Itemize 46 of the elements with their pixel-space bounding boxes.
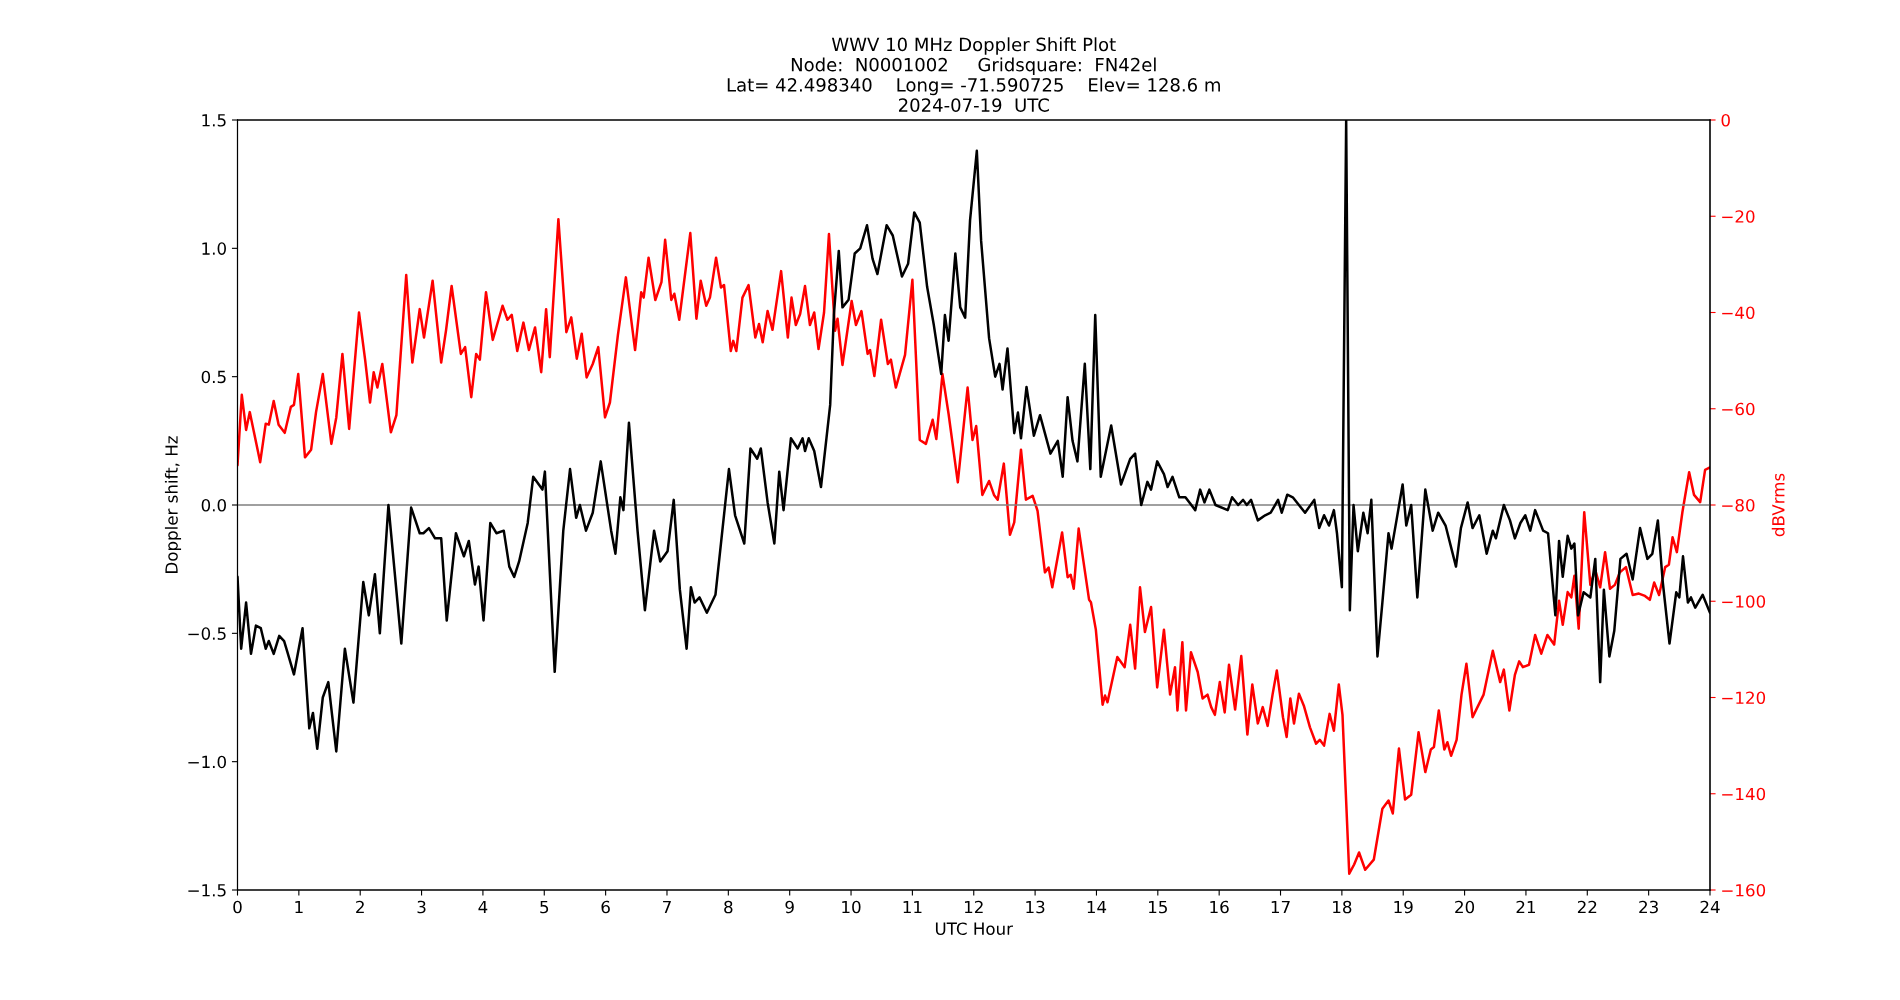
y2-tick-label: −100 xyxy=(1722,595,1766,608)
y2-axis-title: dBVrms xyxy=(1771,473,1785,537)
x-tick-label: 16 xyxy=(1210,900,1229,914)
y-tick-label: 1.5 xyxy=(202,114,226,127)
x-tick-label: 3 xyxy=(417,900,426,914)
x-tick-label: 6 xyxy=(601,900,610,914)
x-tick-label: 1 xyxy=(295,900,303,914)
y-tick-label: −1.0 xyxy=(188,755,226,769)
x-tick-label: 9 xyxy=(785,900,794,914)
x-tick-label: 23 xyxy=(1639,900,1658,914)
x-tick-label: 19 xyxy=(1394,900,1413,914)
x-tick-label: 20 xyxy=(1455,900,1475,914)
x-tick-label: 2 xyxy=(356,900,364,914)
x-tick-label: 11 xyxy=(903,900,922,914)
x-tick-label: 10 xyxy=(842,900,861,914)
x-tick-label: 8 xyxy=(724,900,733,914)
y2-tick-label: −120 xyxy=(1722,691,1766,705)
x-tick-label: 22 xyxy=(1577,900,1597,914)
y2-tick-label: −160 xyxy=(1722,883,1766,897)
y2-tick-label: −20 xyxy=(1722,210,1755,223)
x-tick-label: 18 xyxy=(1333,900,1352,914)
x-tick-label: 21 xyxy=(1516,900,1535,914)
x-tick-label: 24 xyxy=(1700,900,1720,914)
y-tick-label: −1.5 xyxy=(188,884,226,897)
x-axis-title: UTC Hour xyxy=(935,922,1013,935)
x-tick-label: 14 xyxy=(1087,900,1107,914)
chart-title: WWV 10 MHz Doppler Shift Plot Node: N0001002 Gridsquare: FN42el Lat= 42.498340 Long= -71.590725 Elev= 128.6 m 2024-07-19 UTC xyxy=(727,37,1220,112)
x-tick-label: 17 xyxy=(1271,900,1290,914)
y-tick-label: −0.5 xyxy=(188,627,226,640)
y-axis-title: Doppler shift, Hz xyxy=(164,436,182,573)
line-series xyxy=(237,217,1710,875)
x-tick-label: 0 xyxy=(233,900,242,914)
y-tick-label: 0.0 xyxy=(201,498,226,512)
x-tick-label: 5 xyxy=(540,900,549,914)
y-tick-label: 0.5 xyxy=(201,370,226,384)
y-tick-label: 1.0 xyxy=(202,242,226,255)
x-tick-label: 13 xyxy=(1026,900,1045,914)
y2-tick-label: −80 xyxy=(1722,498,1755,512)
x-tick-label: 15 xyxy=(1149,900,1167,914)
y2-tick-label: −60 xyxy=(1722,402,1755,416)
x-tick-label: 7 xyxy=(663,900,671,914)
y2-tick-label: −40 xyxy=(1722,306,1755,320)
y2-tick-label: 0 xyxy=(1721,113,1730,127)
y2-tick-label: −140 xyxy=(1722,787,1766,801)
x-tick-label: 4 xyxy=(478,900,488,914)
x-tick-label: 12 xyxy=(964,900,983,914)
